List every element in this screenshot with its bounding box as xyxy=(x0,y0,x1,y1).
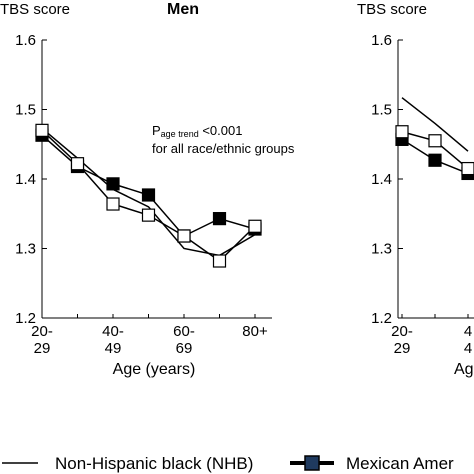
open-square-marker xyxy=(141,208,156,222)
x-tick-label: 20-29 xyxy=(391,323,413,357)
second-panel: TBS score 1.2 1.3 1.4 1.5 1.6 20-29 4 4 Ag xyxy=(357,1,474,378)
open-square-marker xyxy=(35,123,49,137)
filled-square-marker xyxy=(212,212,227,226)
series-group-men xyxy=(35,123,262,268)
x-tick-label: 80+ xyxy=(242,323,268,340)
open-square-marker xyxy=(395,125,409,139)
filled-square-marker xyxy=(428,153,442,167)
y-axis-label-men: TBS score xyxy=(0,1,70,18)
open-square-marker xyxy=(70,157,85,171)
p-value-note: for all race/ethnic groups xyxy=(152,141,295,156)
y-tick-label: 1.3 xyxy=(15,241,36,258)
open-square-marker xyxy=(428,134,442,148)
y-axis-label-panel2: TBS score xyxy=(357,1,427,18)
men-panel: TBS score Men 1.2 1.3 1.4 1.5 1.6 20-29 40-49… xyxy=(0,1,295,378)
x-tick-label: 60-69 xyxy=(173,323,195,357)
legend-marker-mexican xyxy=(304,455,320,471)
p-value-annotation: Page trend <0.001 for all race/ethnic gr… xyxy=(152,123,295,156)
y-tick-label: 1.2 xyxy=(371,310,392,327)
open-square-marker xyxy=(177,229,191,243)
x-axis-label-panel2: Ag xyxy=(454,361,474,378)
legend-label-mexican: Mexican Amer xyxy=(346,454,454,473)
legend: Non-Hispanic black (NHB) Mexican Amer xyxy=(2,454,454,473)
chart-title-men: Men xyxy=(167,1,199,18)
x-ticks-men: 20-29 40-49 60-69 80+ xyxy=(31,314,268,357)
y-tick-label: 1.2 xyxy=(15,310,36,327)
series-line-0 xyxy=(401,97,469,152)
y-tick-label: 1.3 xyxy=(371,241,392,258)
open-square-marker xyxy=(212,254,227,268)
y-ticks-panel2: 1.2 1.3 1.4 1.5 1.6 xyxy=(371,32,403,327)
filled-square-marker xyxy=(106,177,120,191)
y-tick-label: 1.4 xyxy=(15,171,36,188)
open-square-marker xyxy=(106,197,120,211)
x-ticks-panel2: 20-29 4 4 xyxy=(391,314,472,357)
x-tick-label: 20-29 xyxy=(31,323,53,357)
filled-square-marker xyxy=(141,188,156,202)
legend-label-nhb: Non-Hispanic black (NHB) xyxy=(55,454,253,473)
y-tick-label: 1.5 xyxy=(371,102,392,119)
y-tick-label: 1.4 xyxy=(371,171,392,188)
y-tick-label: 1.5 xyxy=(15,102,36,119)
y-ticks-men: 1.2 1.3 1.4 1.5 1.6 xyxy=(15,32,47,327)
series-group-panel2 xyxy=(395,97,474,181)
open-square-marker xyxy=(248,219,262,233)
p-value-text: Page trend <0.001 xyxy=(152,123,242,139)
open-square-marker xyxy=(461,161,474,176)
y-tick-label: 1.6 xyxy=(15,32,36,49)
x-axis-label-men: Age (years) xyxy=(113,361,196,378)
y-tick-label: 1.6 xyxy=(371,32,392,49)
x-tick-label: 40-49 xyxy=(102,323,124,357)
